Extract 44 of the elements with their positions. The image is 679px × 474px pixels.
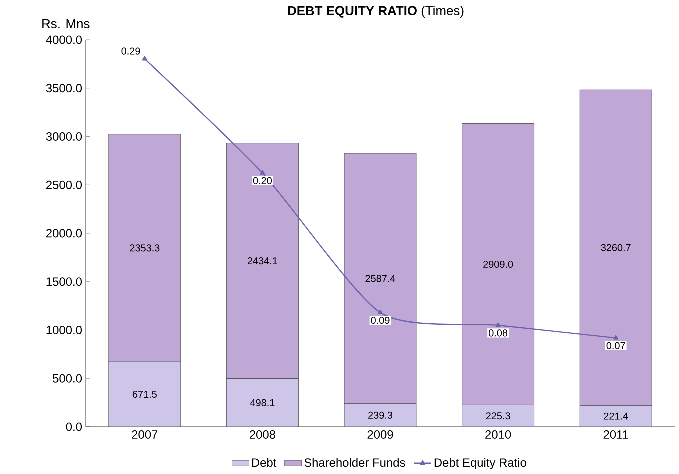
x-tick-label: 2010 bbox=[486, 430, 512, 439]
y-axis-title: Rs. Mns bbox=[42, 19, 90, 29]
y-tick-label: 2500.0 bbox=[46, 180, 82, 190]
data-label: 2353.3 bbox=[130, 244, 160, 252]
data-label: 0.20 bbox=[253, 177, 272, 184]
data-label: 0.08 bbox=[488, 330, 508, 337]
data-label: 239.3 bbox=[368, 412, 393, 419]
data-label: 225.3 bbox=[486, 412, 510, 420]
point bbox=[614, 335, 619, 340]
y-tick-label: 3500.0 bbox=[46, 84, 82, 93]
bar bbox=[108, 362, 182, 427]
y-tick-label: 0.0 bbox=[66, 422, 82, 432]
y-tick-label: 3000.0 bbox=[46, 132, 82, 141]
data-label: 2909.0 bbox=[484, 260, 514, 268]
y-tick-label: 4000.0 bbox=[46, 36, 82, 44]
x-tick-label: 2007 bbox=[132, 430, 158, 439]
bar bbox=[462, 405, 534, 427]
x-tick-label: 2011 bbox=[604, 430, 628, 439]
chart-title: DEBT EQUITY RATIO (Times) bbox=[288, 6, 464, 18]
data-label: 221.4 bbox=[604, 412, 628, 420]
data-label: 0.07 bbox=[606, 342, 626, 350]
legend-label: Shareholder Funds bbox=[304, 458, 406, 468]
x-tick-label: 2008 bbox=[250, 430, 276, 439]
data-label: 498.1 bbox=[250, 399, 275, 406]
point bbox=[260, 170, 266, 175]
data-label: 0.09 bbox=[371, 316, 390, 324]
x-tick-label: 2009 bbox=[368, 430, 394, 439]
bar bbox=[344, 404, 417, 427]
bar bbox=[226, 378, 299, 427]
legend-label: Debt Equity Ratio bbox=[434, 458, 526, 470]
data-label: 671.5 bbox=[132, 390, 157, 398]
y-tick-label: 2000.0 bbox=[46, 229, 82, 238]
data-label: 3260.7 bbox=[601, 244, 631, 252]
legend-label: Debt bbox=[252, 458, 277, 468]
data-label: 2587.4 bbox=[366, 275, 396, 282]
point bbox=[142, 56, 148, 61]
point bbox=[378, 310, 383, 314]
data-label: 2434.1 bbox=[248, 258, 278, 265]
y-tick-label: 1000.0 bbox=[46, 326, 82, 334]
y-tick-label: 500.0 bbox=[53, 374, 82, 383]
point bbox=[496, 322, 501, 328]
y-tick-label: 1500.0 bbox=[46, 278, 82, 286]
data-label: 0.29 bbox=[122, 48, 140, 55]
bar bbox=[580, 405, 652, 427]
